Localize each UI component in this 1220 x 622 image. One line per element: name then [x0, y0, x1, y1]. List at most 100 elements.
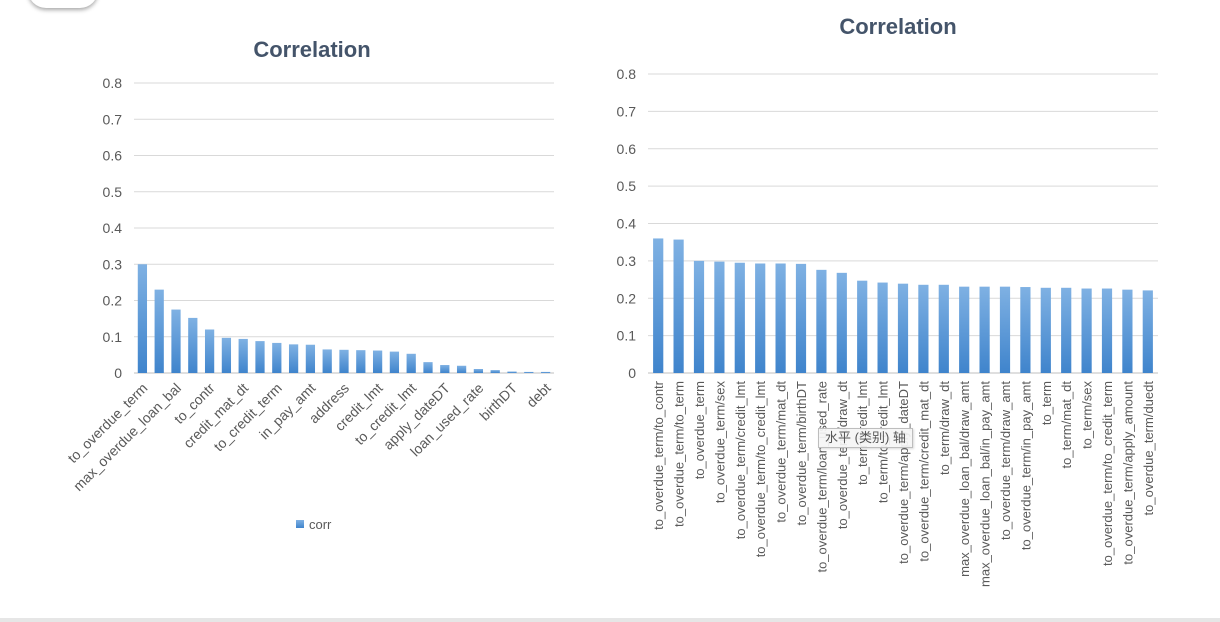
- x-tick-label: to_overdue_term/in_pay_amt: [1018, 381, 1033, 550]
- bar[interactable]: [938, 284, 949, 373]
- bar[interactable]: [1122, 289, 1133, 373]
- bar[interactable]: [918, 284, 929, 373]
- bar[interactable]: [897, 283, 909, 373]
- x-tick-label: to_overdue_term/duedt: [1141, 381, 1156, 516]
- y-tick-label: 0.8: [103, 75, 123, 91]
- bar[interactable]: [1081, 288, 1092, 373]
- bar[interactable]: [322, 349, 332, 373]
- bar[interactable]: [979, 286, 990, 373]
- bar[interactable]: [305, 344, 316, 373]
- bar[interactable]: [1040, 287, 1051, 373]
- x-tick-label: to_overdue_term/to_term: [672, 381, 687, 527]
- y-tick-label: 0.5: [617, 178, 637, 194]
- x-tick-label: to_overdue_term/to_credit_lmt: [753, 381, 768, 558]
- bar[interactable]: [540, 371, 551, 373]
- x-tick-label: to_overdue_term/apply_amount: [1120, 381, 1135, 565]
- bar[interactable]: [137, 264, 148, 373]
- bar[interactable]: [440, 365, 450, 373]
- y-tick-label: 0.6: [103, 148, 123, 164]
- bar[interactable]: [473, 369, 484, 373]
- bars: [137, 264, 551, 374]
- bar[interactable]: [999, 286, 1011, 373]
- y-tick-label: 0.3: [103, 256, 123, 272]
- bar[interactable]: [389, 351, 400, 373]
- bar[interactable]: [653, 238, 664, 373]
- legend[interactable]: corr: [296, 517, 332, 532]
- bar[interactable]: [816, 269, 827, 373]
- bar[interactable]: [1020, 287, 1031, 373]
- bar[interactable]: [673, 239, 684, 373]
- bar[interactable]: [714, 261, 725, 373]
- bar[interactable]: [456, 365, 467, 373]
- bar[interactable]: [423, 362, 433, 373]
- correlation-chart-right[interactable]: Correlation 0 0.1 0.2 0.3 0.4 0.5 0.6 0.7 0.8 to…: [600, 0, 1220, 600]
- bars: [653, 238, 1153, 373]
- bar[interactable]: [959, 286, 970, 373]
- bar[interactable]: [693, 260, 705, 373]
- bar[interactable]: [356, 350, 366, 373]
- bar[interactable]: [836, 272, 847, 373]
- correlation-chart-left[interactable]: Correlation 0 0.1 0.2 0.3 0.4 0.5 0.6 0.7 0.8 to…: [0, 0, 600, 600]
- x-tick-label: debt: [523, 380, 554, 411]
- bar[interactable]: [238, 338, 248, 373]
- chart-handle-shape[interactable]: [28, 0, 98, 8]
- y-tick-label: 0: [628, 365, 636, 381]
- y-tick-label: 0: [114, 365, 122, 381]
- x-tick-label: to_overdue_term/credit_mat_dt: [916, 381, 931, 562]
- bar[interactable]: [1142, 290, 1153, 373]
- x-tick-label: to_overdue_term: [692, 381, 707, 479]
- bar[interactable]: [877, 282, 888, 373]
- x-tick-label: to_overdue_term/credit_lmt: [733, 381, 748, 540]
- x-tick-label: to_overdue_term/mat_dt: [774, 381, 789, 523]
- bar[interactable]: [255, 341, 265, 373]
- chart-title: Correlation: [839, 14, 956, 39]
- bar[interactable]: [507, 371, 517, 373]
- x-tick-label: max_overdue_loan_bal/in_pay_amt: [978, 381, 993, 587]
- x-tick-label: to_term/mat_dt: [1059, 381, 1074, 469]
- y-tick-label: 0.8: [617, 66, 637, 82]
- bar[interactable]: [154, 289, 164, 373]
- y-gridlines: [134, 82, 554, 374]
- x-tick-labels: to_overdue_termmax_overdue_loan_balto_co…: [64, 379, 553, 494]
- bar[interactable]: [221, 337, 232, 373]
- x-tick-label: to_overdue_term/apply_dateDT: [896, 381, 911, 564]
- x-tick-label: birthDT: [476, 379, 520, 423]
- bar[interactable]: [372, 350, 383, 373]
- y-tick-label: 0.1: [103, 329, 123, 345]
- x-tick-label: to_term: [1039, 381, 1054, 425]
- bar[interactable]: [734, 262, 745, 373]
- legend-label: corr: [309, 517, 332, 532]
- y-tick-labels: 0 0.1 0.2 0.3 0.4 0.5 0.6 0.7 0.8: [103, 75, 123, 381]
- x-tick-label: to_term/draw_dt: [937, 381, 952, 475]
- y-tick-label: 0.1: [617, 328, 637, 344]
- bar[interactable]: [272, 342, 282, 373]
- bar[interactable]: [204, 329, 215, 374]
- y-tick-label: 0.7: [617, 103, 637, 119]
- bar[interactable]: [775, 263, 786, 373]
- bar[interactable]: [1061, 287, 1072, 373]
- x-tick-label: to_overdue_term/birthDT: [794, 381, 809, 526]
- bar[interactable]: [1101, 288, 1113, 373]
- bar[interactable]: [406, 353, 416, 373]
- bar[interactable]: [524, 371, 534, 373]
- bar[interactable]: [857, 280, 868, 373]
- x-tick-label: to_overdue_term/to_contr: [651, 380, 666, 530]
- x-tick-label: to_overdue_term/sex: [712, 381, 727, 504]
- y-tick-label: 0.6: [617, 141, 637, 157]
- bar[interactable]: [795, 263, 807, 373]
- y-tick-label: 0.5: [103, 184, 123, 200]
- y-tick-label: 0.2: [617, 290, 637, 306]
- x-tick-label: to_term/sex: [1080, 381, 1095, 449]
- bar[interactable]: [339, 349, 349, 373]
- chart-title: Correlation: [253, 37, 370, 62]
- bar[interactable]: [490, 370, 500, 373]
- bar[interactable]: [755, 263, 766, 373]
- x-tick-label: to_overdue_term/loan_used_rate: [814, 381, 829, 573]
- x-tick-label: to_overdue_term/draw_amt: [998, 381, 1013, 540]
- y-tick-label: 0.2: [103, 293, 123, 309]
- bar[interactable]: [171, 309, 181, 373]
- bar[interactable]: [188, 317, 198, 373]
- y-tick-label: 0.7: [103, 111, 123, 127]
- bar[interactable]: [288, 344, 299, 373]
